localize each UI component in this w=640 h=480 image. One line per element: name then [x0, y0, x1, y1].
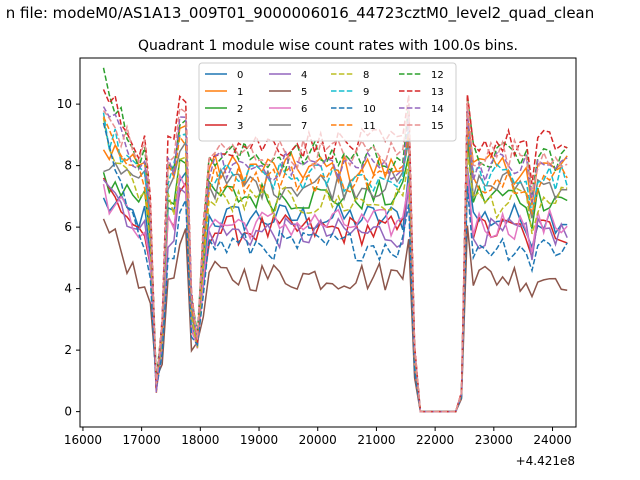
series-line-5	[102, 218, 568, 413]
series-line-1	[102, 115, 568, 413]
legend-label-15: 15	[431, 121, 444, 132]
x-tick-label: 20000	[299, 433, 337, 447]
legend-label-3: 3	[237, 121, 243, 132]
x-tick-label: 21000	[357, 433, 395, 447]
series-line-11	[102, 116, 568, 413]
legend-label-4: 4	[301, 70, 307, 81]
legend-label-0: 0	[237, 70, 243, 81]
legend-label-7: 7	[301, 121, 307, 132]
series-line-9	[102, 112, 568, 413]
x-tick-label: 19000	[240, 433, 278, 447]
legend-label-1: 1	[237, 87, 243, 98]
legend-label-12: 12	[431, 70, 444, 81]
x-tick-label: 16000	[64, 433, 102, 447]
y-tick-label: 10	[57, 97, 72, 111]
legend-label-14: 14	[431, 104, 444, 115]
series-layer	[102, 67, 568, 413]
series-line-13	[102, 89, 568, 413]
y-tick-label: 8	[64, 159, 72, 173]
legend-label-6: 6	[301, 104, 307, 115]
series-line-8	[102, 117, 568, 413]
legend-label-10: 10	[363, 104, 376, 115]
series-line-14	[102, 106, 568, 413]
series-line-4	[102, 177, 568, 413]
legend-label-2: 2	[237, 104, 243, 115]
x-tick-label: 18000	[181, 433, 219, 447]
x-tick-label: 24000	[533, 433, 571, 447]
figure-suptitle: n file: modeM0/AS1A13_009T01_9000006016_…	[5, 4, 595, 22]
y-tick-label: 4	[64, 282, 72, 296]
x-tick-label: 23000	[475, 433, 513, 447]
axes-frame	[79, 57, 577, 428]
series-line-3	[102, 177, 568, 413]
x-tick-label: 22000	[416, 433, 454, 447]
y-tick-label: 2	[64, 343, 72, 357]
ticks-layer: 16000 17000 18000 19000 20000 21000 22000 23000…	[57, 97, 572, 447]
legend-label-9: 9	[363, 87, 369, 98]
y-tick-label: 6	[64, 220, 72, 234]
x-tick-label: 17000	[123, 433, 161, 447]
series-line-7	[103, 124, 568, 413]
legend-label-8: 8	[363, 70, 369, 81]
legend-box	[198, 62, 457, 142]
legend-label-5: 5	[301, 87, 307, 98]
chart-title: Quadrant 1 module wise count rates with …	[138, 38, 518, 54]
y-tick-label: 0	[64, 405, 72, 419]
series-line-10	[102, 122, 568, 413]
series-line-6	[102, 169, 568, 413]
legend-label-11: 11	[363, 121, 376, 132]
x-offset-label: +4.421e8	[516, 454, 575, 468]
legend-label-13: 13	[431, 87, 444, 98]
series-line-15	[102, 101, 568, 413]
